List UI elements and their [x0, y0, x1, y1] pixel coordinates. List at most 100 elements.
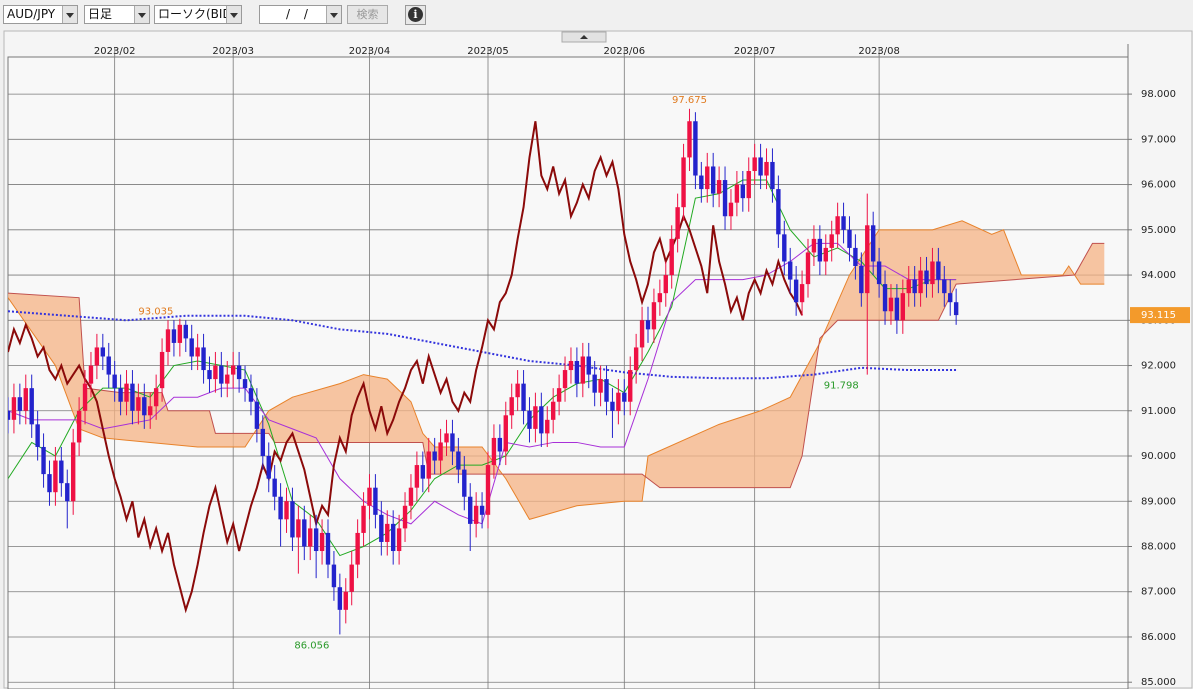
candle-body [953, 302, 959, 316]
candle-body [308, 528, 313, 547]
candle-body [76, 410, 82, 443]
candle-body [870, 225, 876, 262]
x-tick-label: 2023/03 [212, 46, 254, 57]
candle-body [367, 487, 372, 506]
candle-body [687, 121, 692, 158]
y-tick-label: 97.000 [1141, 134, 1176, 145]
candle-body [740, 184, 746, 199]
candle-body [23, 388, 28, 411]
candle-body [776, 189, 781, 235]
candle-body [586, 356, 591, 375]
candle-body [758, 157, 763, 176]
candle-body [349, 564, 354, 592]
candle-body [859, 266, 864, 294]
extreme-label: 86.056 [294, 640, 329, 651]
candle-body [770, 161, 775, 190]
candle-body [426, 451, 431, 479]
candle-body [373, 487, 378, 515]
candle-body [82, 383, 88, 411]
collapse-arrow [580, 35, 588, 39]
candle-body [550, 401, 556, 420]
candle-body [610, 401, 615, 411]
candle-body [189, 338, 194, 357]
candle-body [390, 523, 396, 552]
candle-body [8, 410, 11, 420]
candle-body [236, 365, 242, 380]
candle-body [491, 437, 497, 466]
candle-body [355, 532, 360, 565]
candle-body [746, 171, 751, 199]
period-text: 日足 [88, 7, 113, 21]
y-tick-label: 85.000 [1141, 677, 1176, 688]
x-tick-label: 2023/07 [734, 46, 776, 57]
candle-body [456, 451, 461, 470]
date-input[interactable]: / / [259, 5, 342, 24]
candle-body [438, 442, 443, 461]
candle-body [11, 397, 17, 420]
x-tick-label: 2023/05 [467, 46, 509, 57]
candle-body [47, 474, 52, 493]
candle-body [811, 238, 817, 253]
candle-body [675, 207, 680, 239]
price-tag [1130, 307, 1190, 324]
dropdown-arrow [226, 6, 241, 23]
y-tick-label: 92.000 [1141, 361, 1176, 372]
candle-body [136, 397, 141, 411]
period-select[interactable]: 日足 [84, 5, 150, 24]
candle-body [622, 392, 627, 402]
x-tick-label: 2023/08 [858, 46, 900, 57]
x-tick-label: 2023/02 [94, 46, 136, 57]
y-tick-label: 94.000 [1141, 270, 1176, 281]
candle-body [829, 234, 834, 248]
candle-body [882, 284, 888, 312]
candle-body [515, 383, 520, 398]
candle-body [497, 437, 503, 452]
candle-body [337, 587, 343, 610]
indicator-line [8, 179, 957, 557]
symbol-text: AUD/JPY [7, 7, 56, 21]
symbol-select[interactable]: AUD/JPY [3, 5, 78, 24]
candle-body [728, 202, 734, 217]
candle-body [710, 166, 716, 194]
search-button[interactable]: 検索 [347, 5, 388, 24]
candle-body [201, 347, 206, 371]
candle-body [124, 383, 129, 402]
chart-kind-select[interactable]: ローソク(BID) [154, 5, 242, 24]
candle-body [888, 297, 894, 312]
candle-body [693, 121, 698, 176]
candle-body [752, 157, 757, 172]
candle-body [35, 424, 40, 447]
candle-body [248, 388, 254, 402]
date-text: / / [286, 7, 308, 21]
info-button[interactable]: i [405, 5, 426, 25]
candle-body [444, 433, 449, 443]
candle-body [396, 528, 402, 552]
candle-body [195, 347, 200, 357]
cloud [8, 220, 1105, 520]
candle-body [509, 397, 514, 416]
candle-body [94, 347, 100, 366]
extreme-label: 97.675 [672, 95, 707, 106]
candle-body [112, 374, 117, 389]
candle-body [580, 356, 586, 384]
candle-body [628, 370, 633, 402]
candle-body [278, 496, 283, 520]
extreme-label: 91.798 [824, 381, 859, 392]
candle-body [645, 320, 651, 330]
candle-body [876, 261, 882, 285]
candle-body [260, 428, 266, 457]
candle-body [100, 347, 106, 357]
candle-body [539, 406, 544, 434]
candle-body [284, 501, 289, 520]
candle-body [242, 379, 248, 389]
candle-body [533, 406, 538, 429]
candle-body [118, 388, 123, 402]
candle-body [574, 361, 580, 384]
candle-body [764, 161, 769, 176]
candle-body [148, 406, 153, 416]
y-tick-label: 90.000 [1141, 451, 1176, 462]
y-tick-label: 89.000 [1141, 496, 1176, 507]
candle-body [669, 238, 674, 276]
candle-body [272, 478, 277, 497]
candle-body [722, 180, 728, 217]
